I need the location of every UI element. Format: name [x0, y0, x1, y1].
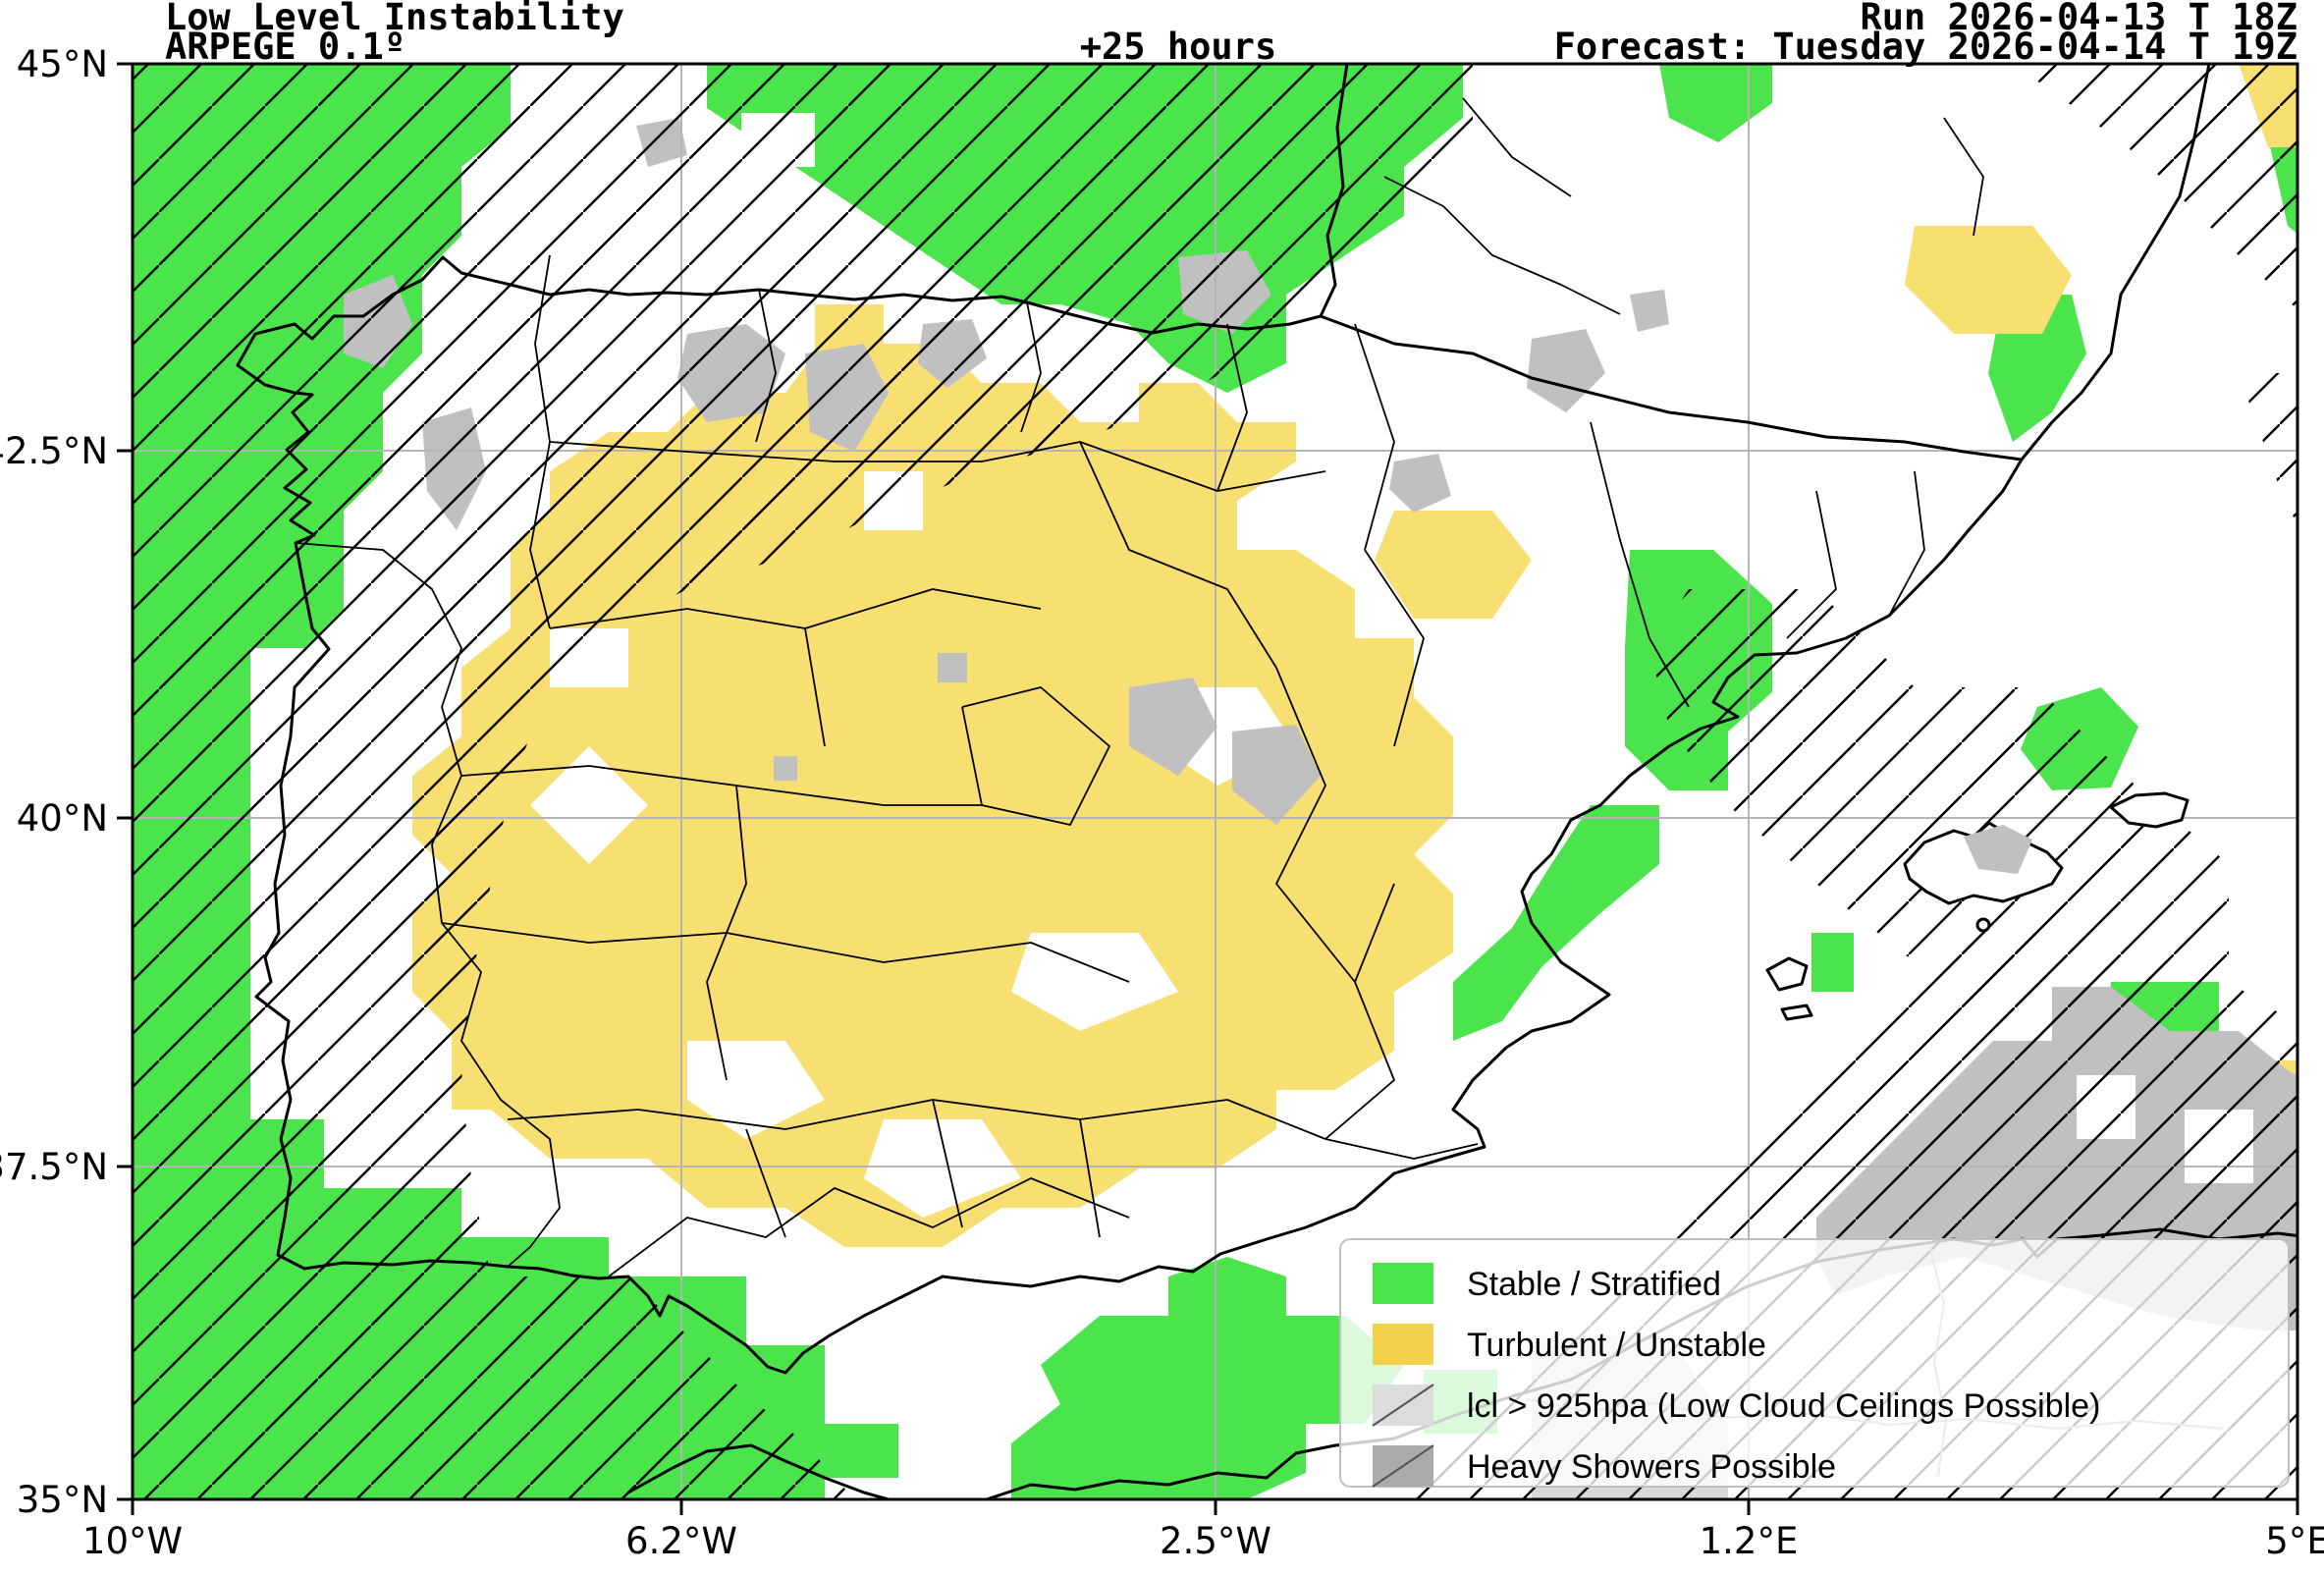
mallorca-gray-patch [1964, 825, 2032, 874]
x-axis-tick-2: 2.5°W [1160, 1520, 1271, 1562]
run-label: Run 2026-04-13 T 18Z [1860, 0, 2297, 38]
x-axis-tick-0: 10°W [82, 1520, 183, 1562]
legend-label-stable: Stable / Stratified [1467, 1266, 1721, 1303]
legend-item-heavy-showers: Heavy Showers Possible [1372, 1444, 1836, 1488]
y-axis-tick-4: 35°N [17, 1479, 108, 1521]
legend-swatch-stable [1373, 1263, 1433, 1304]
x-axis-tick-3: 1.2°E [1700, 1520, 1799, 1562]
y-axis-labels: 45°N 42.5°N 40°N 37.5°N 35°N [0, 43, 108, 1521]
legend-item-lcl: lcl > 925hpa (Low Cloud Ceilings Possibl… [1372, 1384, 2100, 1427]
model-label: ARPEGE 0.1º [165, 26, 405, 68]
x-axis-labels: 10°W 6.2°W 2.5°W 1.2°E 5°E [82, 1520, 2324, 1562]
y-axis-tick-0: 45°N [17, 43, 108, 85]
legend-label-heavy-showers: Heavy Showers Possible [1467, 1448, 1836, 1486]
y-axis-tick-3: 37.5°N [0, 1146, 108, 1188]
forecast-label: Forecast: Tuesday 2026-04-14 T 19Z [1554, 26, 2297, 68]
legend-box [1339, 1238, 2290, 1488]
lead-time-label: +25 hours [1080, 26, 1276, 68]
province-borders [295, 97, 1984, 1277]
legend: Stable / Stratified Turbulent / Unstable… [1339, 1238, 2290, 1488]
legend-swatch-unstable [1373, 1324, 1433, 1365]
axis-tick-marks [117, 62, 2299, 1515]
map-title: Low Level Instability [165, 0, 624, 38]
y-axis-tick-1: 42.5°N [0, 430, 108, 472]
coastline [236, 64, 2297, 1499]
x-axis-tick-4: 5°E [2265, 1520, 2324, 1562]
legend-item-unstable: Turbulent / Unstable [1373, 1324, 1766, 1365]
legend-label-unstable: Turbulent / Unstable [1467, 1327, 1766, 1364]
x-axis-tick-1: 6.2°W [625, 1520, 737, 1562]
legend-label-lcl: lcl > 925hpa (Low Cloud Ceilings Possibl… [1467, 1387, 2100, 1425]
y-axis-tick-2: 40°N [17, 797, 108, 840]
header: Low Level Instability ARPEGE 0.1º +25 ho… [165, 0, 2297, 68]
legend-item-stable: Stable / Stratified [1373, 1263, 1721, 1304]
